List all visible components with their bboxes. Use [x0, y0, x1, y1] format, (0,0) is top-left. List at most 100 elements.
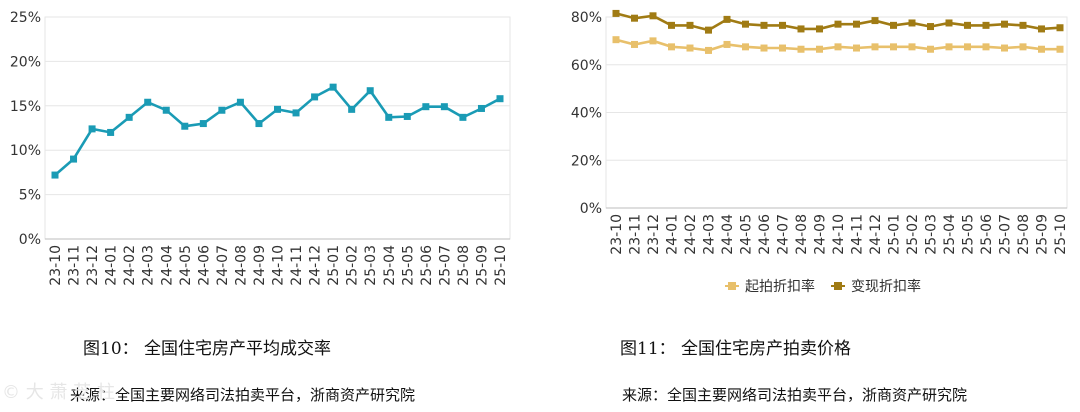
x-tick-label: 24-04 — [159, 245, 175, 286]
x-tick-label: 25-05 — [400, 245, 416, 286]
x-tick-label: 25-09 — [1035, 214, 1051, 255]
y-tick-label: 5% — [19, 188, 41, 204]
x-tick-label: 23-12 — [85, 245, 101, 286]
x-tick-label: 24-11 — [850, 214, 866, 255]
x-tick-label: 25-01 — [326, 245, 342, 286]
data-point — [477, 104, 485, 112]
data-point — [742, 20, 749, 28]
x-tick-label: 24-10 — [831, 214, 847, 255]
x-tick-label: 25-10 — [1053, 214, 1069, 255]
data-point — [945, 19, 953, 27]
source-right: 来源：全国主要网络司法拍卖平台，浙商资产研究院 — [622, 386, 968, 404]
data-point — [816, 45, 823, 53]
data-point — [255, 120, 263, 128]
x-tick-label: 24-08 — [794, 214, 810, 255]
data-point — [890, 43, 897, 51]
data-point — [668, 43, 675, 51]
data-point — [218, 106, 226, 114]
y-tick-label: 20% — [10, 54, 41, 70]
data-point — [51, 171, 59, 179]
x-tick-label: 24-06 — [196, 245, 212, 286]
data-point — [274, 105, 281, 113]
data-point — [760, 44, 768, 52]
data-point — [403, 112, 411, 120]
data-point — [871, 43, 879, 51]
x-tick-label: 25-06 — [419, 245, 435, 286]
data-point — [1056, 45, 1064, 53]
x-tick-label: 24-03 — [141, 245, 157, 286]
data-point — [723, 15, 731, 23]
data-point — [329, 83, 337, 91]
data-point — [1019, 21, 1027, 29]
data-point — [760, 21, 768, 29]
data-point — [1038, 45, 1045, 53]
y-tick-label: 60% — [571, 58, 602, 74]
data-point — [1019, 43, 1027, 51]
y-tick-label: 20% — [571, 153, 602, 169]
data-point — [612, 36, 620, 44]
x-tick-label: 25-07 — [998, 214, 1014, 255]
x-tick-label: 23-11 — [67, 245, 83, 286]
data-point — [705, 46, 712, 54]
data-point — [816, 25, 823, 33]
data-point — [292, 109, 300, 117]
x-tick-label: 24-01 — [665, 214, 681, 255]
data-point — [705, 26, 712, 34]
data-point — [945, 43, 953, 51]
data-point — [199, 120, 207, 128]
data-point — [88, 125, 96, 133]
data-point — [908, 19, 916, 27]
data-point — [649, 12, 657, 20]
watermark: © 大 萧 芝 柱 — [2, 382, 115, 403]
data-point — [107, 128, 115, 136]
legend-label: 变现折扣率 — [851, 278, 921, 295]
chart-auction-price: 80%60%40%20%0%23-10 23-11 23-12 24-01 24-02 2… — [571, 9, 1069, 295]
data-point — [853, 20, 860, 28]
x-tick-label: 23-10 — [48, 245, 64, 286]
x-tick-label: 23-12 — [646, 214, 662, 255]
data-point — [348, 105, 356, 113]
x-tick-label: 24-03 — [702, 214, 718, 255]
x-tick-label: 23-10 — [609, 214, 625, 255]
source-left: 来源：全国主要网络司法拍卖平台，浙商资产研究院 — [70, 386, 416, 404]
data-point — [890, 21, 897, 29]
series-line-1 — [54, 85, 501, 177]
x-tick-label: 24-05 — [178, 245, 194, 286]
data-point — [797, 25, 805, 33]
legend-label: 起拍折扣率 — [745, 278, 815, 295]
legend-marker — [728, 282, 736, 290]
data-point — [779, 44, 786, 52]
x-tick-label: 24-07 — [215, 245, 231, 286]
data-point — [742, 43, 749, 51]
x-tick-label: 25-07 — [437, 245, 453, 286]
data-point — [70, 155, 78, 163]
data-point — [779, 21, 786, 29]
data-point — [496, 95, 504, 103]
data-point — [908, 43, 916, 51]
data-point — [459, 113, 467, 121]
data-point — [125, 113, 133, 121]
data-point — [385, 113, 393, 121]
data-point — [871, 17, 879, 25]
data-point — [686, 21, 694, 29]
data-point — [834, 20, 842, 28]
x-tick-label: 25-01 — [887, 214, 903, 255]
x-tick-label: 25-08 — [1016, 214, 1032, 255]
data-point — [1038, 25, 1045, 33]
data-point — [927, 45, 934, 53]
data-point — [982, 43, 990, 51]
x-tick-label: 24-07 — [776, 214, 792, 255]
x-tick-label: 24-01 — [104, 245, 120, 286]
data-point — [440, 103, 448, 111]
x-tick-label: 25-04 — [382, 245, 398, 286]
y-tick-label: 0% — [19, 232, 41, 248]
data-point — [631, 14, 638, 22]
data-point — [982, 21, 990, 29]
x-tick-label: 25-05 — [961, 214, 977, 255]
data-point — [834, 43, 842, 51]
data-point — [366, 87, 374, 95]
x-tick-label: 24-05 — [739, 214, 755, 255]
data-point — [1001, 44, 1008, 52]
x-tick-label: 25-10 — [493, 245, 509, 286]
figure-11-caption: 图11： 全国住宅房产拍卖价格 — [620, 339, 852, 359]
